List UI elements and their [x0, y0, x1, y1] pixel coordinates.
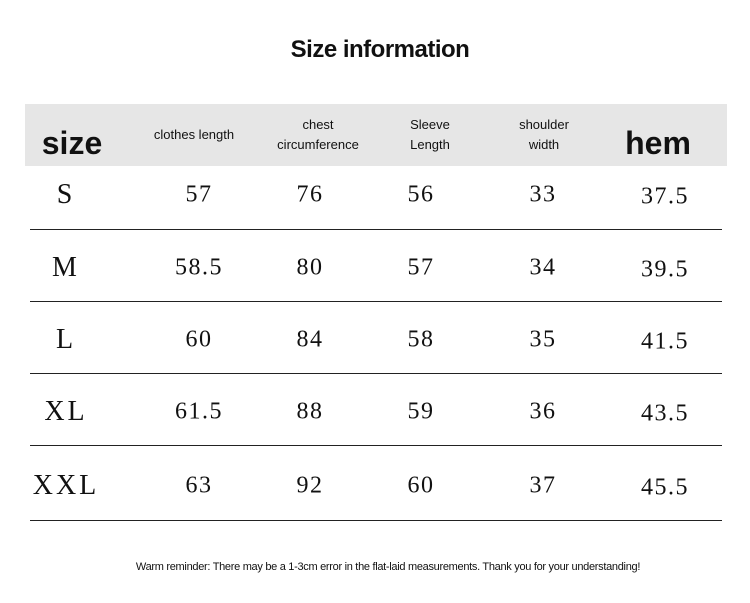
measurement: 33: [529, 181, 557, 208]
row-divider: [30, 229, 722, 230]
row-divider: [30, 445, 722, 446]
measurement: 84: [296, 326, 324, 353]
header-cell: Sleeve Length: [410, 104, 450, 166]
size-label: S: [56, 179, 76, 210]
measurement: 60: [185, 326, 213, 353]
header-text: circumference: [277, 137, 359, 152]
size-label: XXL: [32, 470, 100, 501]
header-text: shoulder: [519, 117, 569, 132]
measurement: 57: [407, 254, 435, 281]
header-cell: shoulder width: [519, 104, 569, 166]
measurement: 39.5: [641, 256, 689, 283]
header-text: size: [41, 125, 103, 161]
measurement: 60: [407, 472, 435, 499]
measurement: 59: [407, 398, 435, 425]
header-text: clothes length: [153, 127, 235, 142]
measurement: 36: [529, 398, 557, 425]
header-cell: size: [42, 104, 102, 174]
measurement: 43.5: [641, 400, 689, 427]
header-text: chest: [302, 117, 334, 132]
header-text: width: [528, 137, 560, 152]
measurement: 37.5: [641, 183, 689, 210]
row-divider: [30, 301, 722, 302]
note: Warm reminder: There may be a 1-3cm erro…: [135, 561, 641, 573]
title: Size information: [290, 36, 470, 63]
row-divider: [30, 520, 722, 521]
header-cell: chest circumference: [277, 104, 359, 166]
measurement: 76: [296, 181, 324, 208]
header-text: Sleeve: [410, 117, 450, 132]
measurement: 61.5: [175, 398, 223, 425]
header-band: [25, 104, 727, 166]
header-text: Length: [410, 137, 450, 152]
measurement: 58.5: [175, 254, 223, 281]
size-label: M: [52, 252, 80, 283]
measurement: 80: [296, 254, 324, 281]
measurement: 41.5: [641, 328, 689, 355]
measurement: 88: [296, 398, 324, 425]
measurement: 58: [407, 326, 435, 353]
size-label: XL: [44, 396, 88, 427]
measurement: 92: [296, 472, 324, 499]
header-cell: hem: [625, 104, 691, 174]
size-label: L: [55, 324, 77, 355]
measurement: 63: [185, 472, 213, 499]
measurement: 34: [529, 254, 557, 281]
header-cell: clothes length: [154, 104, 234, 166]
row-divider: [30, 373, 722, 374]
measurement: 37: [529, 472, 557, 499]
header-text: hem: [625, 125, 691, 161]
measurement: 56: [407, 181, 435, 208]
measurement: 57: [185, 181, 213, 208]
measurement: 45.5: [641, 474, 689, 501]
measurement: 35: [529, 326, 557, 353]
